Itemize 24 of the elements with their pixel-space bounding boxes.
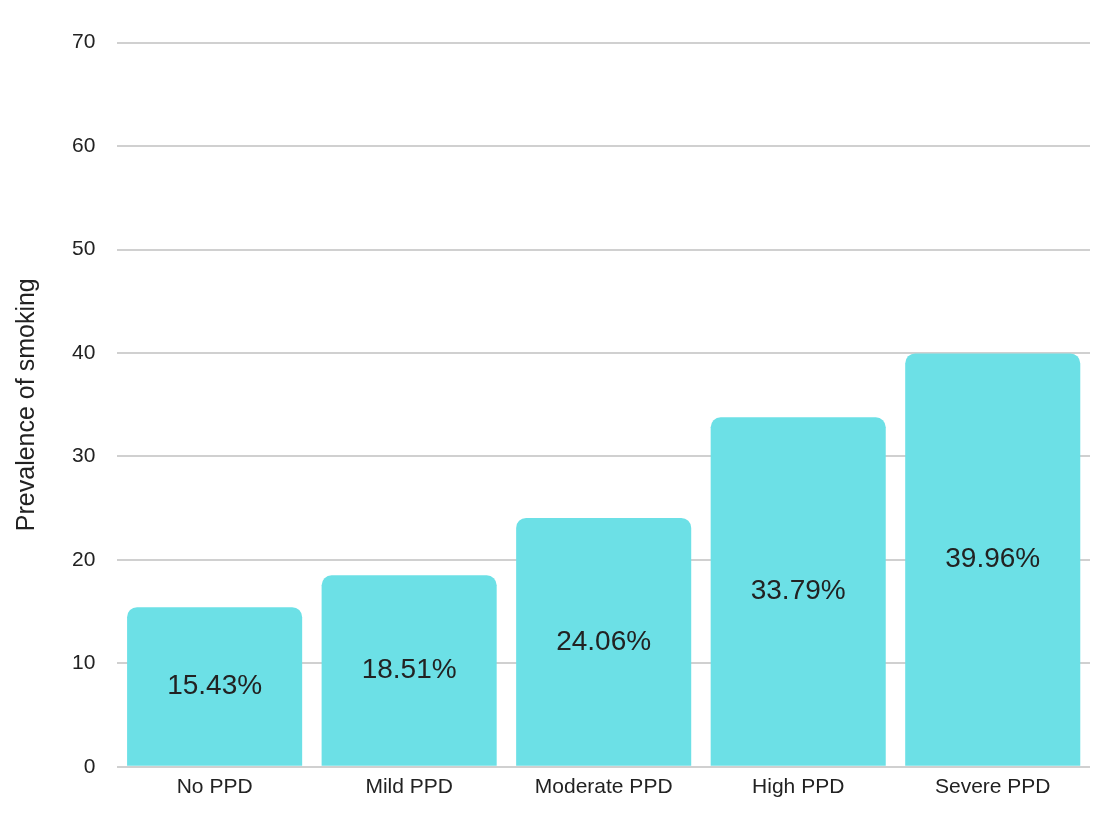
x-tick-label: High PPD bbox=[752, 774, 845, 798]
bar bbox=[127, 607, 303, 766]
x-tick-label: Mild PPD bbox=[365, 774, 453, 798]
bar bbox=[321, 575, 497, 766]
data-label: 39.96% bbox=[945, 542, 1041, 574]
bar bbox=[516, 517, 692, 766]
y-tick-label: 0 bbox=[83, 753, 96, 777]
data-label: 33.79% bbox=[750, 574, 846, 606]
y-tick-label: 20 bbox=[72, 546, 96, 570]
y-tick-label: 70 bbox=[72, 29, 96, 53]
y-tick-label: 30 bbox=[72, 443, 96, 467]
y-tick-label: 60 bbox=[72, 132, 96, 156]
data-label: 15.43% bbox=[167, 669, 263, 701]
data-label: 18.51% bbox=[361, 653, 457, 685]
bar bbox=[710, 417, 886, 766]
y-axis-title: Prevalence of smoking bbox=[10, 278, 39, 532]
y-tick-label: 40 bbox=[72, 339, 96, 363]
x-tick-label: Moderate PPD bbox=[534, 774, 673, 798]
y-tick-label: 10 bbox=[72, 650, 96, 674]
data-label: 24.06% bbox=[556, 624, 652, 656]
y-tick-label: 50 bbox=[72, 236, 96, 260]
x-tick-label: No PPD bbox=[176, 774, 253, 798]
x-tick-label: Severe PPD bbox=[934, 774, 1051, 798]
bar bbox=[905, 353, 1081, 766]
